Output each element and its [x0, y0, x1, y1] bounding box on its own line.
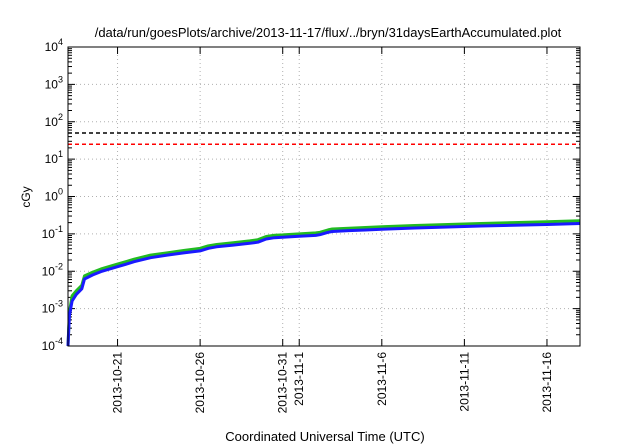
y-tick-label: 10-3	[42, 299, 63, 316]
plot-frame	[67, 46, 581, 347]
x-tick-label: 2013-11-1	[292, 352, 306, 406]
y-tick-label: 104	[45, 37, 63, 54]
y-tick-label: 10-1	[42, 224, 63, 241]
chart-title: /data/run/goesPlots/archive/2013-11-17/f…	[95, 25, 562, 40]
data-series	[66, 219, 581, 347]
y-tick-label: 10-4	[42, 336, 63, 353]
reference-lines	[68, 132, 580, 146]
x-tick-label: 2013-10-21	[111, 352, 125, 414]
y-tick-label: 100	[45, 187, 63, 204]
y-tick-label: 103	[45, 74, 63, 91]
x-tick-label: 2013-10-31	[276, 352, 290, 414]
series-line	[66, 222, 581, 347]
y-axis-label: cGy	[19, 186, 33, 207]
x-tick-labels: 2013-10-21 2013-10-26 2013-10-31 2013-11-1 2…	[111, 352, 554, 414]
y-tick-label: 101	[45, 149, 63, 166]
x-tick-label: 2013-11-6	[375, 352, 389, 406]
y-tick-label: 10-2	[42, 261, 63, 278]
x-axis-label: Coordinated Universal Time (UTC)	[225, 429, 424, 444]
y-tick-labels: 10-4 10-3 10-2 10-1 100 101 102 103 104	[42, 37, 63, 353]
grid	[68, 47, 580, 346]
x-tick-label: 2013-10-26	[193, 352, 207, 414]
x-tick-label: 2013-11-16	[540, 352, 554, 413]
series-line	[66, 219, 581, 347]
y-tick-label: 102	[45, 112, 63, 129]
x-tick-label: 2013-11-11	[457, 352, 471, 412]
